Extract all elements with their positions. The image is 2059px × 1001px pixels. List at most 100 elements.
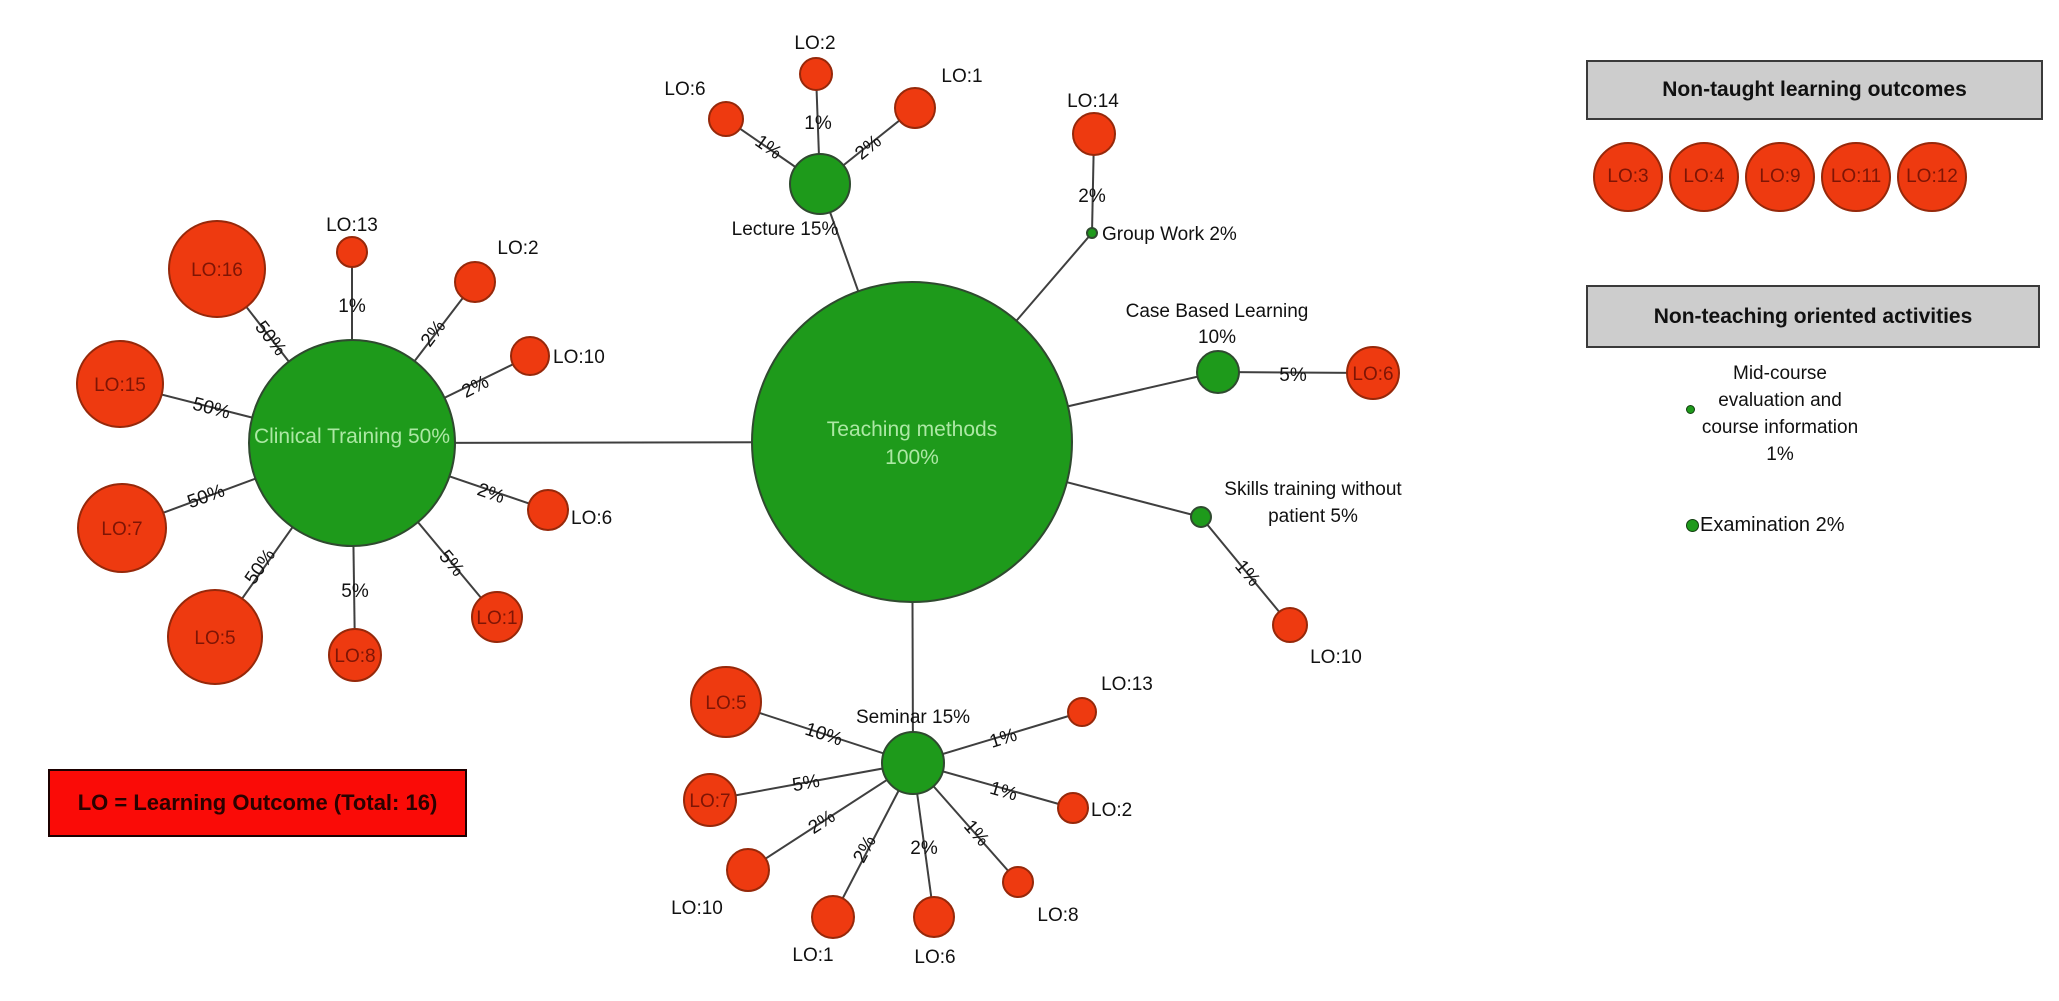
edge-label-seminar-m7: 5% (791, 771, 822, 796)
lo-definition-box: LO = Learning Outcome (Total: 16) (48, 769, 467, 837)
node-c10 (510, 336, 550, 376)
node-m13 (1067, 697, 1097, 727)
node-teaching (751, 281, 1073, 603)
legend-lo-circle: LO:3 (1593, 142, 1663, 212)
midcourse-line-3: course information (1701, 417, 1859, 438)
node-label-groupwork: Group Work 2% (1102, 224, 1237, 245)
midcourse-evaluation-label: Mid-course evaluation and course informa… (1655, 360, 1905, 468)
non-taught-legend-title: Non-taught learning outcomes (1662, 78, 1967, 101)
node-label-c1: LO:1 (476, 608, 517, 629)
node-label-c15: LO:15 (94, 375, 146, 396)
node-s10 (1272, 607, 1308, 643)
node-c15 (76, 340, 164, 428)
node-label-g14: LO:14 (1067, 91, 1119, 112)
node-label-c7: LO:7 (101, 519, 142, 540)
midcourse-line-4: 1% (1766, 444, 1794, 465)
midcourse-node-dot (1686, 405, 1695, 414)
edge-label-clinical-c8: 5% (341, 581, 369, 602)
edge-label-clinical-c13: 1% (338, 296, 366, 317)
node-label-m7: LO:7 (689, 791, 730, 812)
node-label-teaching: Teaching methods 100% (827, 418, 997, 469)
node-seminar (881, 731, 945, 795)
non-taught-lo-row: LO:3 LO:4 LO:9 LO:11 LO:12 (1593, 142, 1967, 212)
node-m2 (1057, 792, 1089, 824)
edge-label-clinical-c15: 50% (190, 394, 232, 424)
edge-label-clinical-c6: 2% (474, 479, 507, 508)
node-cbl (1196, 350, 1240, 394)
node-m1 (811, 895, 855, 939)
node-m10 (726, 848, 770, 892)
legend-lo-circle: LO:4 (1669, 142, 1739, 212)
legend-lo-circle: LO:12 (1897, 142, 1967, 212)
node-label-c16: LO:16 (191, 260, 243, 281)
node-label-l2: LO:2 (794, 33, 835, 54)
node-label-c13: LO:13 (326, 215, 378, 236)
node-c5 (167, 589, 263, 685)
node-label-s10: LO:10 (1310, 647, 1362, 668)
edge-label-lecture-l2: 1% (804, 113, 832, 134)
node-label-lecture: Lecture 15% (732, 219, 839, 240)
edge-label-groupwork-g14: 2% (1078, 186, 1106, 207)
node-b6 (1346, 346, 1400, 400)
node-label-b6: LO:6 (1352, 364, 1393, 385)
node-l1 (894, 87, 936, 129)
midcourse-evaluation-item: Mid-course evaluation and course informa… (1655, 360, 1905, 468)
midcourse-line-2: evaluation and (1718, 390, 1842, 411)
examination-node-dot (1686, 519, 1699, 532)
edge-label-seminar-m10: 2% (805, 806, 840, 839)
edge-label-seminar-m5: 10% (802, 719, 845, 751)
edge-label-seminar-m13: 1% (987, 725, 1020, 753)
node-label-m6: LO:6 (914, 947, 955, 968)
node-label-m5: LO:5 (705, 693, 746, 714)
node-label-c6: LO:6 (571, 508, 612, 529)
node-c2 (454, 261, 496, 303)
node-label-l1: LO:1 (941, 66, 982, 87)
node-label-seminar: Seminar 15% (856, 707, 970, 728)
node-label-m2: LO:2 (1091, 800, 1132, 821)
node-m8 (1002, 866, 1034, 898)
node-m6 (913, 896, 955, 938)
legend-lo-circle: LO:11 (1821, 142, 1891, 212)
edge-label-seminar-m6: 2% (910, 838, 938, 859)
examination-item: Examination 2% (1686, 514, 1845, 537)
node-label-clinical: Clinical Training 50% (254, 425, 450, 448)
edge-label-clinical-c16: 50% (250, 317, 290, 360)
node-c6 (527, 489, 569, 531)
node-label-m13: LO:13 (1101, 674, 1153, 695)
edge-label-seminar-m1: 2% (849, 832, 880, 866)
node-c13 (336, 236, 368, 268)
node-l6 (708, 101, 744, 137)
node-lecture (789, 153, 851, 215)
edge-label-seminar-m2: 1% (987, 778, 1019, 806)
node-c1 (471, 591, 523, 643)
node-c8 (328, 628, 382, 682)
node-l2 (799, 57, 833, 91)
node-label-c8: LO:8 (334, 646, 375, 667)
edge-label-clinical-c7: 50% (185, 480, 228, 513)
non-teaching-legend-title: Non-teaching oriented activities (1653, 304, 1973, 328)
non-teaching-legend-box: Non-teaching oriented activities (1586, 285, 2040, 348)
node-g14 (1072, 112, 1116, 156)
edge-label-skills-s10: 1% (1230, 556, 1264, 591)
node-label-cbl: Case Based Learning 10% (1126, 301, 1309, 348)
node-label-c2: LO:2 (497, 238, 538, 259)
examination-label: Examination 2% (1700, 514, 1845, 536)
node-label-c10: LO:10 (553, 347, 605, 368)
node-label-c5: LO:5 (194, 628, 235, 649)
node-label-l6: LO:6 (664, 79, 705, 100)
node-m7 (683, 773, 737, 827)
edge-label-lecture-l6: 1% (751, 131, 786, 164)
node-c16 (168, 220, 266, 318)
edge-label-cbl-b6: 5% (1279, 365, 1307, 386)
node-groupwork (1086, 227, 1098, 239)
node-label-skills: Skills training without patient 5% (1224, 479, 1402, 527)
lo-definition-text: LO = Learning Outcome (Total: 16) (77, 790, 438, 815)
node-label-m8: LO:8 (1037, 905, 1078, 926)
node-label-m1: LO:1 (792, 945, 833, 966)
edge-skills-s10 (1200, 516, 1291, 626)
node-label-m10: LO:10 (671, 898, 723, 919)
edge-seminar-m10 (747, 762, 914, 871)
midcourse-line-1: Mid-course (1733, 363, 1827, 384)
